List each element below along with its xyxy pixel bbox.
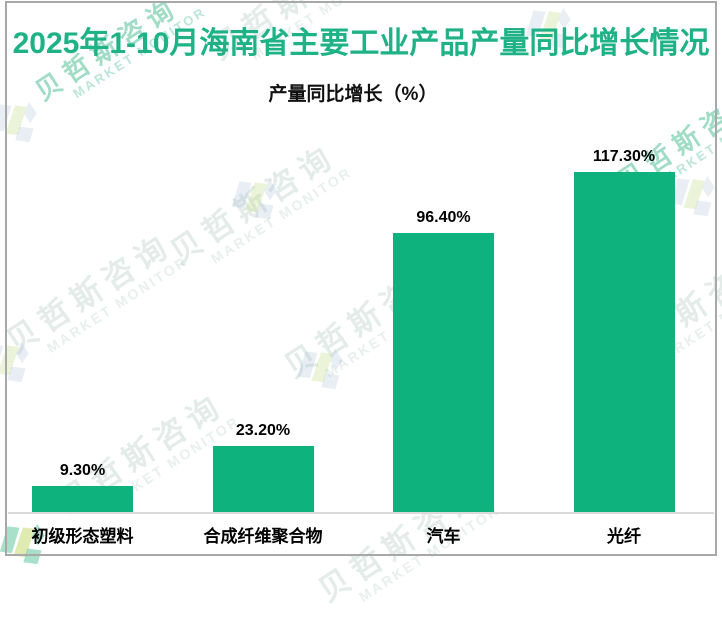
- bar-value-label: 23.20%: [235, 422, 291, 439]
- brand-logo-icon: [0, 313, 62, 403]
- x-axis-line: [8, 512, 714, 514]
- bar-汽车: [393, 233, 494, 513]
- x-axis-category-label: 光纤: [607, 527, 641, 546]
- x-axis-category-label: 汽车: [426, 527, 461, 546]
- brand-en-text: MARKET MONITOR: [355, 501, 503, 605]
- bar-value-label: 9.30%: [59, 462, 106, 479]
- bar-合成纤维聚合物: [212, 446, 314, 513]
- bar-value-label: 117.30%: [592, 148, 656, 165]
- x-axis-category-label: 初级形态塑料: [31, 527, 134, 546]
- chart-main-title: 2025年1-10月海南省主要工业产品产量同比增长情况: [12, 27, 710, 60]
- x-axis-category-label: 合成纤维聚合物: [203, 527, 323, 546]
- brand-logo-icon: [284, 320, 376, 410]
- chart-axis-title: 产量同比增长（%）: [268, 84, 438, 105]
- bar-光纤: [573, 172, 675, 513]
- bar-value-label: 96.40%: [416, 209, 471, 226]
- brand-en-text: MARKET MONITOR: [207, 163, 355, 267]
- brand-logo-icon: [218, 150, 310, 240]
- bar-初级形态塑料: [32, 486, 133, 513]
- brand-cn-text: 贝哲斯咨询: [164, 137, 343, 271]
- brand-cn-text: 贝哲斯咨询: [0, 226, 179, 360]
- brand-en-text: MARKET MONITOR: [43, 252, 191, 356]
